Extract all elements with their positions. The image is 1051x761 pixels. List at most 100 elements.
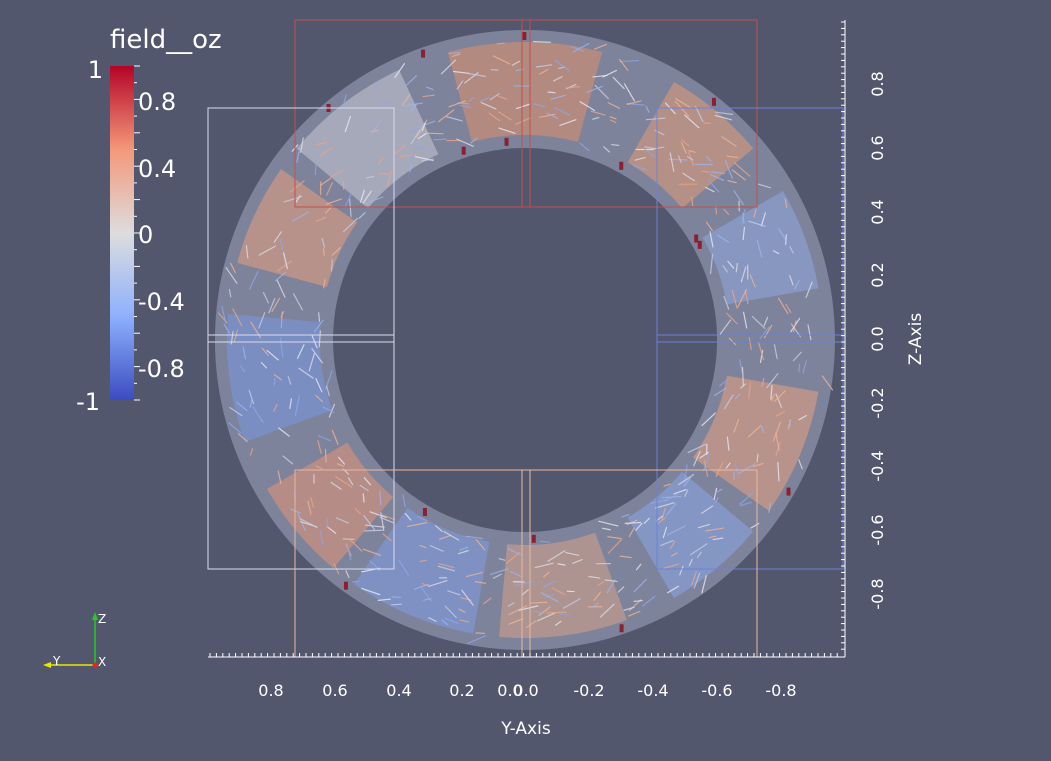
- streamline-stroke: [381, 514, 395, 521]
- streamline-stroke: [798, 414, 807, 421]
- streamline-stroke: [315, 378, 323, 393]
- streamline-stroke: [619, 555, 632, 559]
- ring-patch: [354, 507, 490, 634]
- streamline-stroke: [319, 530, 324, 546]
- streamline-stroke: [347, 477, 354, 486]
- streamline-stroke: [586, 85, 603, 93]
- streamline-stroke: [733, 418, 740, 433]
- streamline-stroke: [390, 603, 402, 606]
- streamline-stroke: [422, 94, 435, 98]
- streamline-stroke: [547, 550, 566, 562]
- ring-patch: [499, 532, 627, 639]
- y-tick-label-0.0-left: 0.0: [497, 681, 522, 700]
- streamline-stroke: [572, 558, 583, 564]
- streamline-stroke: [307, 500, 312, 515]
- streamline-stroke: [726, 312, 738, 325]
- streamline-stroke: [663, 494, 678, 502]
- streamline-stroke: [539, 68, 549, 75]
- streamline-stroke: [768, 502, 772, 513]
- streamline-stroke: [554, 59, 570, 71]
- streamline-stroke: [756, 453, 759, 463]
- streamline-stroke: [362, 493, 365, 503]
- streamline-stroke: [328, 403, 336, 418]
- streamline-stroke: [761, 425, 765, 434]
- y-tick-label-0.6: 0.6: [322, 681, 347, 700]
- streamline-stroke: [714, 114, 733, 121]
- streamline-stroke: [712, 537, 724, 541]
- streamline-stroke: [739, 492, 754, 505]
- y-axis: 0.8 0.6 0.4 0.2 0.0 0.0 -0.2 -0.4 -0.6 -…: [208, 653, 845, 739]
- streamline-stroke: [521, 589, 529, 596]
- streamline-stroke: [775, 441, 781, 456]
- streamline-stroke: [326, 182, 333, 196]
- streamline-stroke: [225, 266, 238, 284]
- streamline-stroke: [628, 599, 642, 612]
- y-axis-ticks: [209, 653, 838, 657]
- z-tick-label-neg0.4: -0.4: [868, 450, 887, 481]
- streamline-stroke: [657, 516, 667, 525]
- edge-mark: [422, 508, 427, 517]
- streamline-stroke: [406, 75, 417, 86]
- streamline-stroke: [546, 611, 567, 614]
- streamline-stroke: [475, 539, 486, 551]
- streamline-stroke: [349, 198, 352, 218]
- streamline-stroke: [713, 487, 718, 501]
- streamline-stroke: [599, 603, 615, 618]
- scalar-bar-label-0.8: 0.8: [138, 88, 176, 116]
- streamline-stroke: [559, 613, 570, 616]
- streamline-stroke: [324, 207, 332, 214]
- streamline-stroke: [318, 435, 332, 442]
- streamline-stroke: [626, 100, 642, 105]
- streamline-stroke: [508, 618, 524, 625]
- streamline-stroke: [644, 146, 656, 150]
- streamline-stroke: [772, 250, 780, 255]
- streamline-stroke: [570, 46, 584, 52]
- streamline-stroke: [346, 543, 352, 561]
- orientation-triad[interactable]: Z Y X: [43, 612, 106, 669]
- ring-patch: [266, 442, 394, 569]
- streamline-stroke: [673, 489, 687, 495]
- streamline-stroke: [423, 598, 432, 601]
- streamline-stroke: [322, 248, 325, 256]
- streamline-stroke: [723, 208, 730, 216]
- streamline-stroke: [297, 344, 305, 359]
- streamline-stroke: [386, 170, 392, 188]
- streamline-stroke: [296, 151, 300, 163]
- streamline-stroke: [751, 315, 766, 329]
- streamline-stroke: [361, 587, 381, 596]
- streamline-stroke: [607, 536, 622, 540]
- streamline-stroke: [278, 427, 290, 437]
- edge-mark: [343, 581, 348, 590]
- streamline-stroke: [410, 103, 418, 112]
- streamline-stroke: [540, 592, 559, 603]
- streamline-stroke: [496, 42, 505, 45]
- streamline-stroke: [335, 476, 353, 488]
- streamline-stroke: [726, 436, 730, 451]
- z-axis: 0.8 0.6 0.4 0.2 0.0 -0.2 -0.4 -0.6 -0.8 …: [841, 20, 926, 657]
- streamline-stroke: [370, 129, 379, 133]
- streamline-stroke: [374, 80, 379, 91]
- y-tick-label-0.2: 0.2: [449, 681, 474, 700]
- streamline-stroke: [319, 147, 333, 157]
- streamline-stroke: [703, 459, 709, 477]
- streamline-stroke: [488, 112, 501, 122]
- z-tick-label-0.2: 0.2: [868, 262, 887, 287]
- streamline-stroke: [311, 348, 323, 364]
- streamline-stroke: [508, 605, 528, 616]
- streamline-stroke: [562, 598, 581, 609]
- streamline-stroke: [456, 80, 464, 90]
- streamline-stroke: [773, 344, 778, 360]
- streamline-stroke: [444, 617, 459, 625]
- streamline-stroke: [271, 297, 281, 313]
- streamline-stroke: [731, 289, 738, 309]
- streamline-stroke: [741, 366, 744, 387]
- streamline-stroke: [737, 288, 748, 308]
- streamline-stroke: [359, 189, 365, 203]
- edge-mark: [504, 137, 509, 146]
- streamline-stroke: [448, 100, 466, 108]
- streamline-stroke: [618, 58, 629, 72]
- streamline-stroke: [252, 405, 264, 424]
- streamline-stroke: [452, 70, 470, 74]
- streamline-stroke: [461, 589, 474, 606]
